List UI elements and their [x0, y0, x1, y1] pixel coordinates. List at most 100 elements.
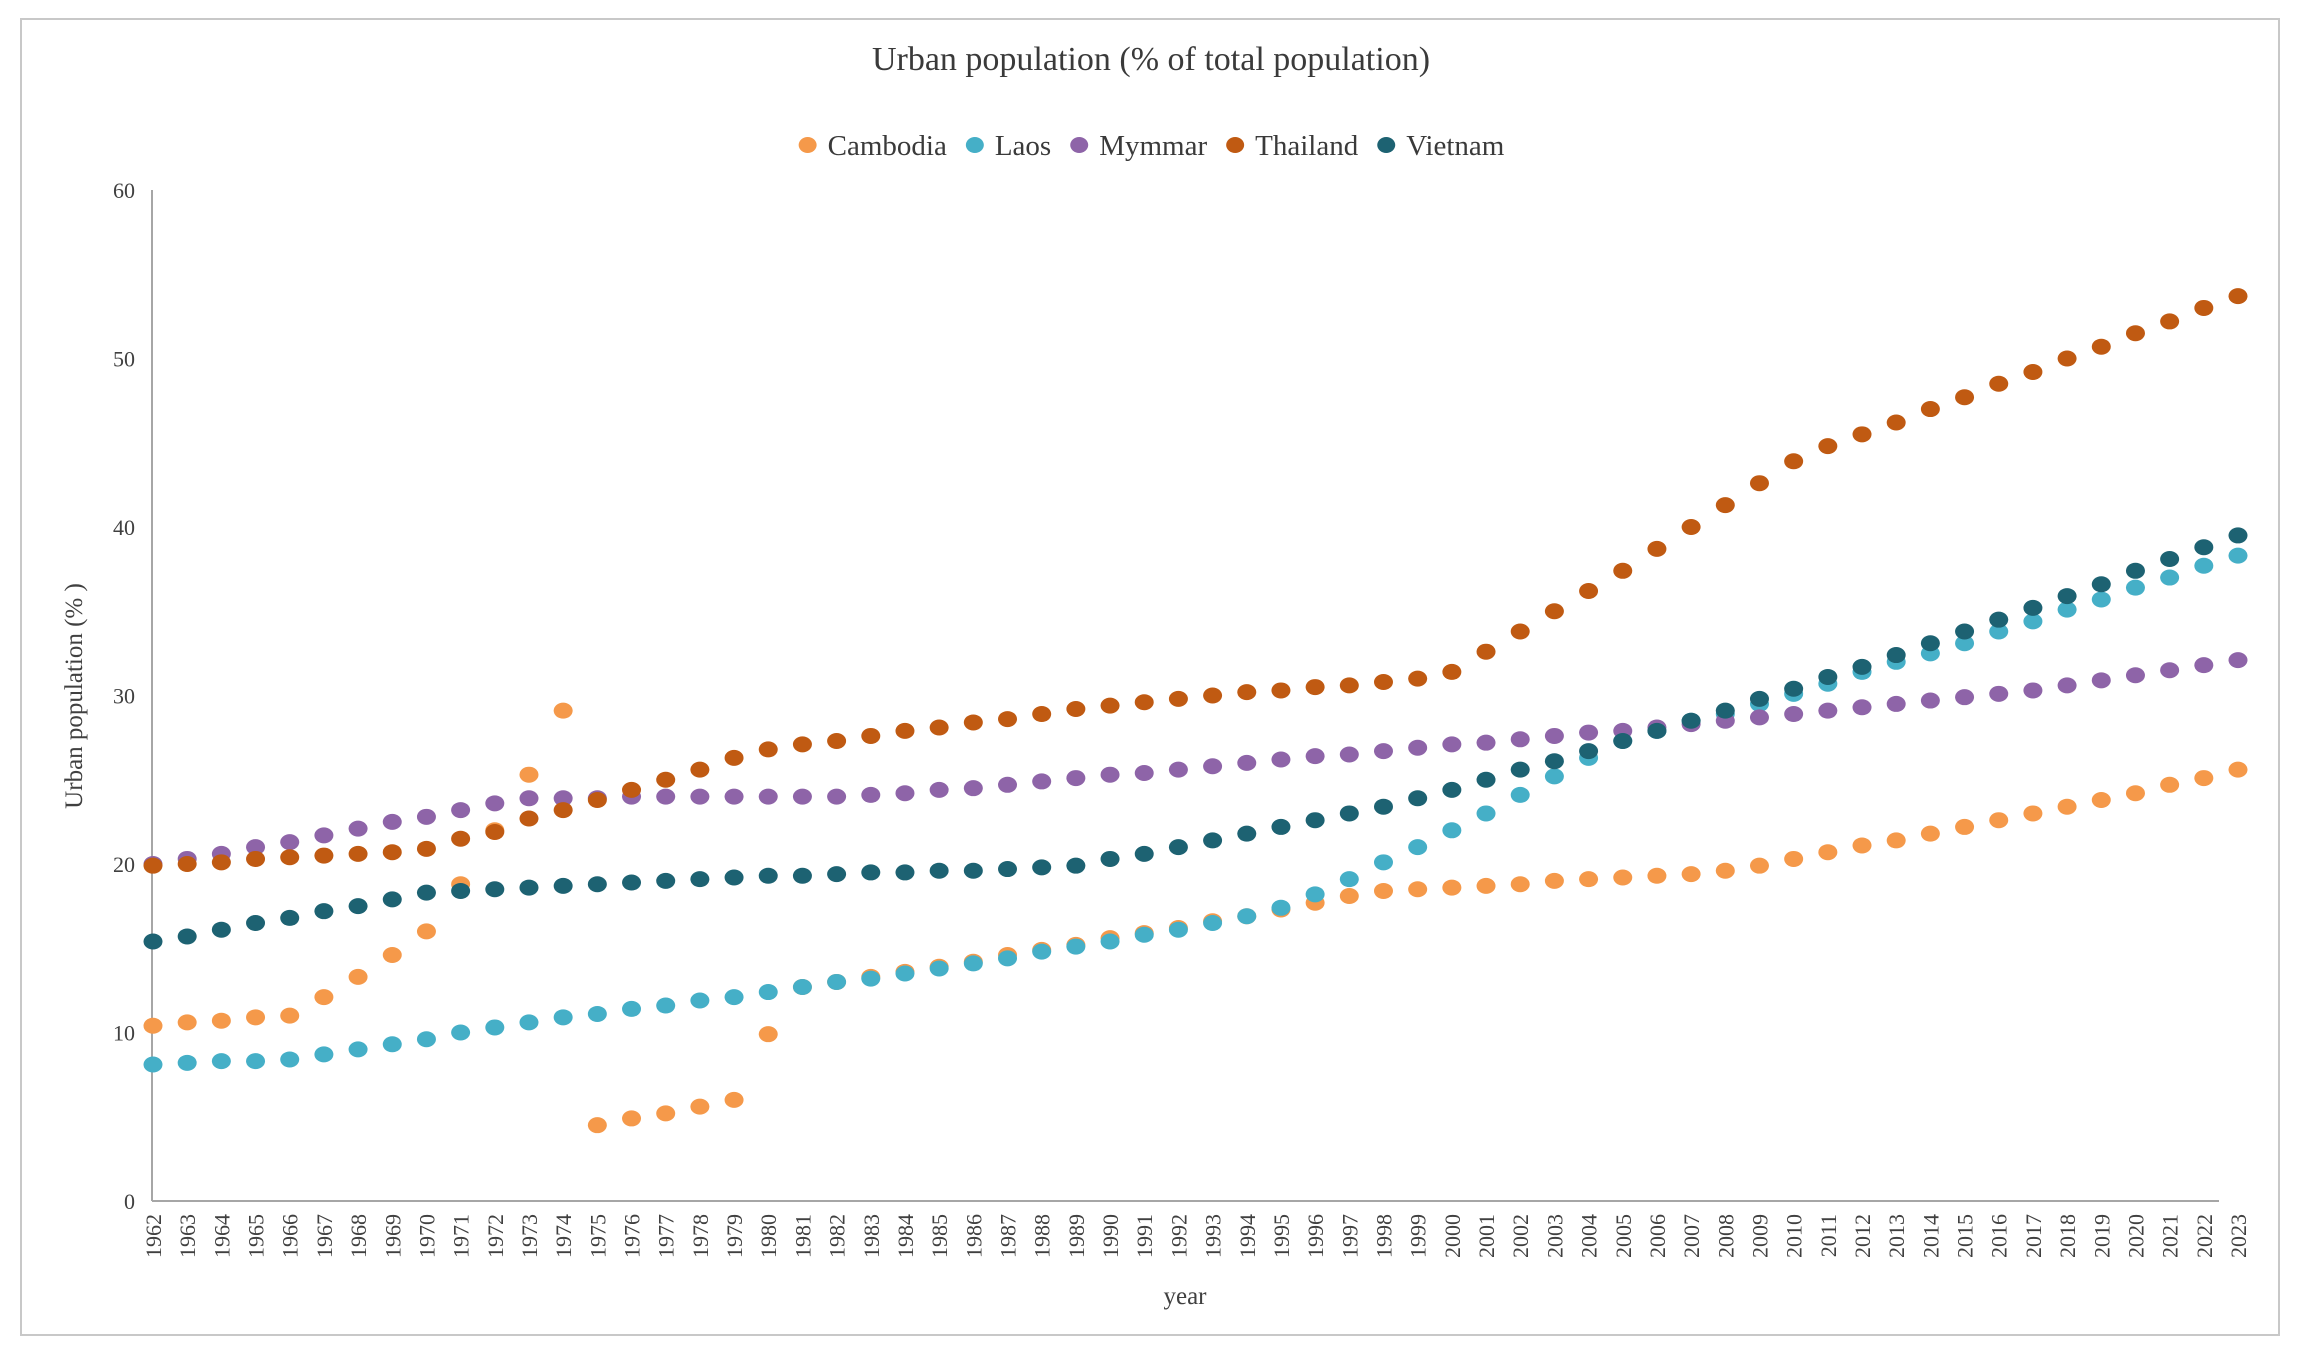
data-point-thailand: [1134, 694, 1154, 711]
data-point-vietnam: [1442, 781, 1462, 798]
y-tick-label: 20: [113, 852, 135, 877]
data-point-vietnam: [1544, 753, 1564, 770]
data-point-mymmar: [2194, 657, 2214, 674]
data-point-mymmar: [1339, 746, 1359, 763]
data-point-vietnam: [1784, 680, 1804, 697]
series-vietnam: [143, 527, 2248, 950]
data-point-vietnam: [792, 867, 812, 884]
x-tick-label: 1983: [859, 1214, 884, 1258]
data-point-mymmar: [1271, 751, 1291, 768]
data-point-laos: [861, 970, 881, 987]
data-point-thailand: [963, 714, 983, 731]
data-point-mymmar: [1886, 695, 1906, 712]
data-point-thailand: [1989, 375, 2009, 392]
data-point-mymmar: [1749, 709, 1769, 726]
data-point-vietnam: [2023, 599, 2043, 616]
data-point-thailand: [211, 854, 231, 871]
data-point-laos: [1237, 908, 1257, 925]
data-point-mymmar: [2160, 662, 2180, 679]
data-point-thailand: [143, 857, 163, 874]
data-point-vietnam: [1955, 623, 1975, 640]
data-point-laos: [143, 1056, 163, 1073]
data-point-cambodia: [1510, 876, 1530, 893]
x-tick-label: 1982: [825, 1214, 850, 1258]
data-point-thailand: [1066, 700, 1086, 717]
data-point-laos: [963, 955, 983, 972]
data-point-mymmar: [314, 827, 334, 844]
data-point-cambodia: [587, 1117, 607, 1134]
series-thailand: [143, 288, 2248, 874]
x-tick-label: 1963: [175, 1214, 200, 1258]
data-point-cambodia: [280, 1007, 300, 1024]
data-point-cambodia: [246, 1009, 266, 1026]
data-point-thailand: [1818, 438, 1838, 455]
data-point-thailand: [656, 771, 676, 788]
data-point-vietnam: [1134, 845, 1154, 862]
data-point-mymmar: [1305, 748, 1325, 765]
data-point-vietnam: [724, 869, 744, 886]
data-point-vietnam: [1168, 839, 1188, 856]
x-tick-label: 2021: [2158, 1214, 2183, 1258]
data-point-mymmar: [451, 802, 471, 819]
data-point-cambodia: [1715, 862, 1735, 879]
data-point-vietnam: [861, 864, 881, 881]
data-point-thailand: [724, 749, 744, 766]
x-tick-label: 1964: [209, 1214, 234, 1258]
data-point-cambodia: [1920, 825, 1940, 842]
x-tick-label: 1972: [483, 1214, 508, 1258]
data-point-laos: [519, 1014, 539, 1031]
data-point-laos: [2057, 601, 2077, 618]
data-point-thailand: [1203, 687, 1223, 704]
data-point-mymmar: [1476, 734, 1496, 751]
data-point-cambodia: [348, 968, 368, 985]
x-axis-label: year: [1163, 1283, 1207, 1310]
data-point-thailand: [1647, 540, 1667, 557]
data-point-mymmar: [553, 790, 573, 807]
data-point-vietnam: [1476, 771, 1496, 788]
x-tick-label: 1990: [1098, 1214, 1123, 1258]
data-point-mymmar: [2228, 652, 2248, 669]
x-tick-label: 1992: [1166, 1214, 1191, 1258]
legend-marker: [1226, 137, 1245, 153]
data-point-mymmar: [1408, 739, 1428, 756]
data-point-vietnam: [1613, 732, 1633, 749]
data-point-laos: [2091, 591, 2111, 608]
data-point-thailand: [1852, 426, 1872, 443]
data-point-laos: [1373, 854, 1393, 871]
data-point-mymmar: [348, 820, 368, 837]
data-point-laos: [1066, 938, 1086, 955]
series-cambodia: [143, 702, 2248, 1134]
data-point-thailand: [758, 741, 778, 758]
x-tick-label: 2022: [2192, 1214, 2217, 1258]
x-tick-label: 1962: [141, 1214, 166, 1258]
data-point-vietnam: [1818, 668, 1838, 685]
x-tick-label: 2001: [1474, 1214, 1499, 1258]
data-point-vietnam: [519, 879, 539, 896]
x-tick-label: 2023: [2226, 1214, 2251, 1258]
data-point-vietnam: [143, 933, 163, 950]
data-point-vietnam: [587, 876, 607, 893]
x-tick-label: 2007: [1679, 1214, 1704, 1258]
data-point-thailand: [1715, 497, 1735, 514]
data-point-thailand: [1749, 475, 1769, 492]
data-point-thailand: [1886, 414, 1906, 431]
data-point-cambodia: [1442, 879, 1462, 896]
data-point-cambodia: [1408, 881, 1428, 898]
legend-marker: [965, 137, 984, 153]
data-point-mymmar: [246, 839, 266, 856]
x-tick-label: 1966: [278, 1214, 303, 1258]
data-point-laos: [416, 1031, 436, 1048]
data-point-vietnam: [280, 909, 300, 926]
data-point-cambodia: [2057, 798, 2077, 815]
x-tick-label: 2000: [1440, 1214, 1465, 1258]
data-point-cambodia: [177, 1014, 197, 1031]
x-tick-label: 2003: [1542, 1214, 1567, 1258]
data-point-vietnam: [382, 891, 402, 908]
data-point-thailand: [1955, 389, 1975, 406]
data-point-thailand: [895, 722, 915, 739]
data-point-laos: [246, 1053, 266, 1070]
data-point-vietnam: [1305, 812, 1325, 829]
legend-label: Mymmar: [1099, 130, 1207, 162]
data-point-thailand: [314, 847, 334, 864]
data-point-thailand: [1305, 679, 1325, 696]
